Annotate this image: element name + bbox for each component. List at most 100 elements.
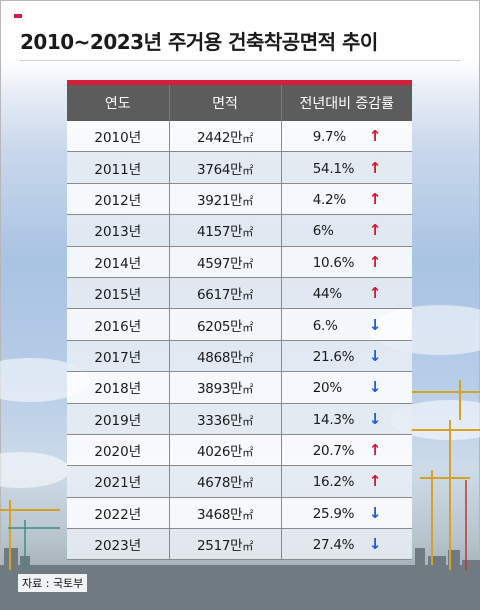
- change-cell: 6% ↑: [280, 214, 412, 247]
- area-value: 4597만: [197, 255, 243, 272]
- change-cell: 10.6% ↑: [280, 246, 412, 278]
- area-cell: 4157만㎡: [168, 214, 281, 247]
- area-value: 3336만: [197, 412, 243, 429]
- arrow-down-icon: ↓: [368, 409, 382, 428]
- change-value: 27.4%: [312, 537, 355, 554]
- change-cell: 25.9% ↓: [280, 497, 412, 530]
- title-accent-mark: [14, 14, 22, 26]
- table-row: 2012년 3921만㎡ 4.2% ↑: [67, 183, 412, 216]
- year-cell: 2022년: [67, 497, 169, 530]
- change-cell: 21.6% ↓: [280, 340, 412, 373]
- table-row: 2013년 4157만㎡ 6% ↑: [67, 214, 412, 247]
- change-value: 20%: [312, 380, 342, 397]
- arrow-down-icon: ↓: [368, 503, 382, 522]
- area-value: 4026만: [197, 444, 243, 461]
- area-cell: 4597만㎡: [168, 246, 281, 278]
- area-cell: 6205만㎡: [168, 308, 281, 341]
- area-value: 6205만: [197, 318, 243, 335]
- change-cell: 14.3% ↓: [280, 403, 412, 435]
- header-change-rate: 전년대비 증감률: [280, 85, 412, 121]
- arrow-up-icon: ↑: [368, 189, 382, 208]
- area-unit: ㎡: [242, 194, 253, 208]
- area-unit: ㎡: [242, 320, 253, 334]
- change-value: 44%: [312, 286, 342, 303]
- year-cell: 2010년: [67, 121, 169, 153]
- change-value: 9.7%: [312, 129, 346, 146]
- year-cell: 2014년: [67, 246, 169, 278]
- area-cell: 2517만㎡: [168, 528, 281, 561]
- page-title: 2010~2023년 주거용 건축착공면적 추이: [20, 30, 378, 54]
- arrow-up-icon: ↑: [368, 284, 382, 303]
- table-row: 2022년 3468만㎡ 25.9% ↓: [67, 497, 412, 530]
- arrow-down-icon: ↓: [368, 535, 382, 554]
- year-cell: 2015년: [67, 277, 169, 310]
- table-row: 2023년 2517만㎡ 27.4% ↓: [67, 528, 412, 561]
- change-value: 4.2%: [312, 191, 346, 208]
- table-top-accent: [67, 80, 412, 85]
- table-row: 2021년 4678만㎡ 16.2% ↑: [67, 465, 412, 498]
- arrow-up-icon: ↑: [368, 441, 382, 460]
- area-cell: 2442만㎡: [168, 121, 281, 153]
- area-cell: 4868만㎡: [168, 340, 281, 373]
- year-cell: 2017년: [67, 340, 169, 373]
- area-cell: 3893만㎡: [168, 371, 281, 404]
- year-cell: 2012년: [67, 183, 169, 216]
- area-value: 3764만: [197, 161, 243, 178]
- area-unit: ㎡: [242, 226, 253, 240]
- area-unit: ㎡: [242, 132, 253, 146]
- area-unit: ㎡: [242, 508, 253, 522]
- area-value: 4678만: [197, 475, 243, 492]
- arrow-down-icon: ↓: [368, 315, 382, 334]
- change-value: 21.6%: [312, 348, 355, 365]
- area-cell: 4026만㎡: [168, 434, 281, 467]
- change-cell: 6.% ↓: [280, 308, 412, 341]
- change-cell: 4.2% ↑: [280, 183, 412, 216]
- change-value: 6%: [312, 223, 334, 240]
- arrow-down-icon: ↓: [368, 378, 382, 397]
- change-cell: 44% ↑: [280, 277, 412, 310]
- table-row: 2011년 3764만㎡ 54.1% ↑: [67, 151, 412, 184]
- area-unit: ㎡: [242, 414, 253, 428]
- change-cell: 16.2% ↑: [280, 465, 412, 498]
- area-cell: 3336만㎡: [168, 403, 281, 435]
- year-cell: 2016년: [67, 308, 169, 341]
- area-unit: ㎡: [242, 383, 253, 397]
- table-row: 2019년 3336만㎡ 14.3% ↓: [67, 403, 412, 435]
- header-area: 면적: [168, 85, 281, 121]
- area-cell: 6617만㎡: [168, 277, 281, 310]
- source-note: 자료 : 국토부: [18, 574, 88, 592]
- area-value: 4868만: [197, 349, 243, 366]
- table-header-row: 연도 면적 전년대비 증감률: [67, 85, 412, 121]
- area-unit: ㎡: [242, 477, 253, 491]
- table-row: 2015년 6617만㎡ 44% ↑: [67, 277, 412, 310]
- arrow-up-icon: ↑: [368, 252, 382, 271]
- change-value: 25.9%: [312, 505, 355, 522]
- year-cell: 2021년: [67, 465, 169, 498]
- change-value: 14.3%: [312, 411, 355, 428]
- title-divider: [20, 60, 460, 61]
- area-unit: ㎡: [242, 289, 253, 303]
- arrow-up-icon: ↑: [368, 221, 382, 240]
- area-unit: ㎡: [242, 257, 253, 271]
- area-cell: 3921만㎡: [168, 183, 281, 216]
- change-cell: 20% ↓: [280, 371, 412, 404]
- year-cell: 2011년: [67, 151, 169, 184]
- year-cell: 2013년: [67, 214, 169, 247]
- change-cell: 54.1% ↑: [280, 151, 412, 184]
- table-row: 2018년 3893만㎡ 20% ↓: [67, 371, 412, 404]
- table-row: 2014년 4597만㎡ 10.6% ↑: [67, 246, 412, 278]
- table-row: 2020년 4026만㎡ 20.7% ↑: [67, 434, 412, 467]
- area-cell: 3764만㎡: [168, 151, 281, 184]
- arrow-up-icon: ↑: [368, 158, 382, 177]
- change-value: 16.2%: [312, 474, 355, 491]
- year-cell: 2020년: [67, 434, 169, 467]
- year-cell: 2019년: [67, 403, 169, 435]
- area-value: 4157만: [197, 224, 243, 241]
- area-value: 2442만: [197, 130, 243, 147]
- change-value: 10.6%: [312, 254, 355, 271]
- construction-area-table: 연도 면적 전년대비 증감률 2010년 2442만㎡ 9.7% ↑ 2011년 3764…: [67, 85, 412, 561]
- change-value: 54.1%: [312, 160, 355, 177]
- change-cell: 20.7% ↑: [280, 434, 412, 467]
- change-value: 20.7%: [312, 443, 355, 460]
- area-cell: 3468만㎡: [168, 497, 281, 530]
